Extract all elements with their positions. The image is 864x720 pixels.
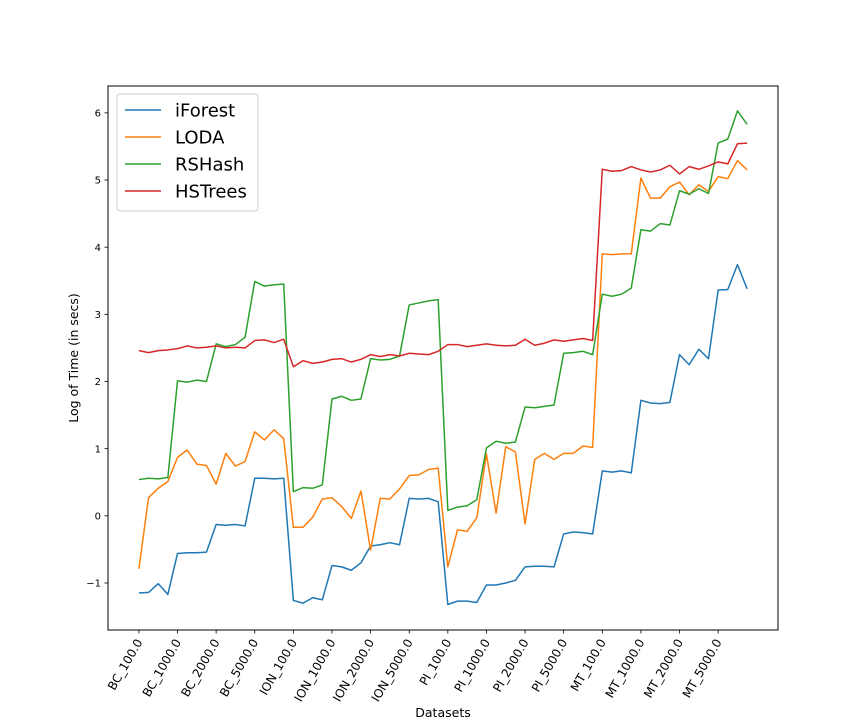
y-tick-label: 2: [95, 377, 101, 388]
y-tick-label: 0: [95, 511, 101, 522]
x-axis-label: Datasets: [415, 705, 470, 720]
x-tick-label: ION_100.0: [257, 637, 300, 698]
legend-box: [116, 93, 259, 212]
x-tick-label: PI_1000.0: [451, 637, 493, 695]
legend-label-iforest: iForest: [175, 101, 235, 122]
x-tick-label: ION_5000.0: [369, 637, 416, 705]
x-tick-label: MT_2000.0: [641, 637, 686, 701]
y-axis: −1 0 1 2 3 4 5 6: [86, 108, 108, 590]
x-tick-label: MT_100.0: [568, 637, 609, 694]
y-tick-label: 6: [95, 108, 101, 119]
y-tick-label: 5: [95, 176, 101, 187]
series-line-loda: [138, 159, 748, 569]
series-line-rshash: [138, 110, 748, 512]
x-tick-label: BC_100.0: [105, 637, 146, 693]
legend: iForest LODA RSHash HSTrees: [116, 93, 259, 212]
y-tick-label: 4: [95, 243, 101, 254]
plot-area: [107, 85, 779, 631]
series-lines: [138, 110, 748, 606]
legend-label-loda: LODA: [175, 128, 225, 149]
x-tick-label: PI_2000.0: [490, 637, 532, 695]
x-axis: BC_100.0BC_1000.0BC_2000.0BC_5000.0ION_1…: [105, 630, 725, 704]
x-tick-label: PI_5000.0: [529, 637, 571, 695]
x-tick-label: BC_2000.0: [178, 637, 222, 700]
legend-label-hstrees: HSTrees: [175, 182, 247, 203]
y-tick-label: 3: [95, 310, 101, 321]
x-tick-label: MT_1000.0: [603, 637, 648, 701]
x-tick-label: BC_1000.0: [140, 637, 184, 700]
series-line-iforest: [138, 263, 748, 606]
x-tick-label: MT_5000.0: [680, 637, 725, 701]
legend-label-rshash: RSHash: [175, 155, 244, 176]
plot-frame: [107, 85, 779, 631]
y-tick-label: 1: [95, 444, 101, 455]
x-tick-label: BC_5000.0: [217, 637, 261, 700]
series-line-hstrees: [138, 142, 748, 368]
y-tick-label: −1: [86, 579, 101, 590]
y-axis-label: Log of Time (in secs): [66, 293, 81, 423]
x-tick-label: PI_100.0: [417, 637, 455, 688]
